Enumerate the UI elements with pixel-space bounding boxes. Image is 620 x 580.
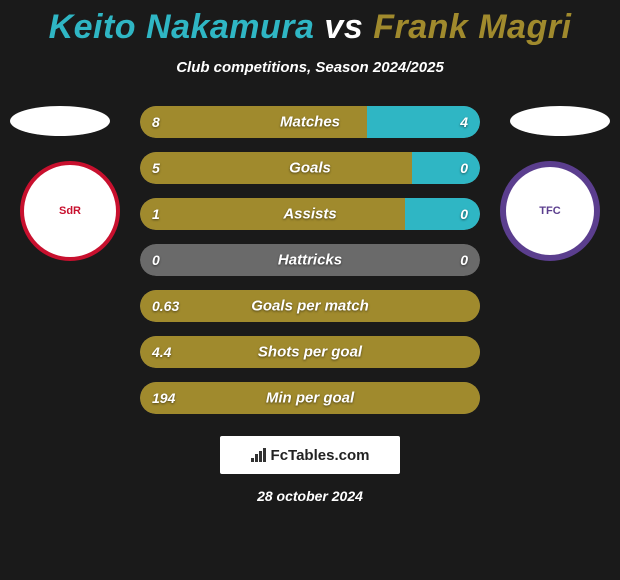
- stat-row: 194 Min per goal: [140, 382, 480, 414]
- stat-label: Assists: [283, 206, 336, 223]
- club-crest-right: TFC: [500, 161, 600, 261]
- title: Keito Nakamura vs Frank Magri: [0, 0, 620, 47]
- photo-placeholder-left: [10, 106, 110, 136]
- chart-icon: [251, 448, 267, 462]
- stat-value-right: 0: [460, 252, 468, 268]
- subtitle: Club competitions, Season 2024/2025: [0, 59, 620, 76]
- stat-label: Shots per goal: [258, 344, 362, 361]
- stat-label: Hattricks: [278, 252, 342, 269]
- stat-value-left: 0: [152, 252, 160, 268]
- footer-date: 28 october 2024: [0, 488, 620, 504]
- stat-value-right: 4: [460, 114, 468, 130]
- footer-brand-text: FcTables.com: [271, 447, 370, 464]
- stat-label: Matches: [280, 114, 340, 131]
- stat-row: 4.4 Shots per goal: [140, 336, 480, 368]
- crest-left-label: SdR: [59, 205, 81, 217]
- stat-label: Goals per match: [251, 298, 369, 315]
- content-area: SdR TFC 8 4 Matches 5 0 Goals 1 0 Assists 0 0 Hattr…: [0, 106, 620, 414]
- stat-value-left: 5: [152, 160, 160, 176]
- stat-value-left: 4.4: [152, 344, 171, 360]
- bar-fill-right: [412, 152, 480, 184]
- stat-label: Min per goal: [266, 390, 354, 407]
- stat-value-left: 1: [152, 206, 160, 222]
- club-crest-left: SdR: [20, 161, 120, 261]
- stat-value-right: 0: [460, 160, 468, 176]
- stat-value-left: 194: [152, 390, 175, 406]
- stat-row: 0 0 Hattricks: [140, 244, 480, 276]
- bar-fill-left: [140, 152, 412, 184]
- vs-text: vs: [324, 8, 363, 46]
- photo-placeholder-right: [510, 106, 610, 136]
- stat-value-right: 0: [460, 206, 468, 222]
- stat-row: 8 4 Matches: [140, 106, 480, 138]
- stat-row: 1 0 Assists: [140, 198, 480, 230]
- player1-name: Keito Nakamura: [49, 8, 315, 46]
- stat-row: 0.63 Goals per match: [140, 290, 480, 322]
- crest-right-label: TFC: [539, 205, 560, 217]
- player2-name: Frank Magri: [373, 8, 571, 46]
- stat-value-left: 8: [152, 114, 160, 130]
- stat-value-left: 0.63: [152, 298, 179, 314]
- footer-brand: FcTables.com: [220, 436, 400, 474]
- stat-row: 5 0 Goals: [140, 152, 480, 184]
- bar-fill-left: [140, 198, 405, 230]
- stat-label: Goals: [289, 160, 331, 177]
- bar-fill-right: [405, 198, 480, 230]
- stats-bars: 8 4 Matches 5 0 Goals 1 0 Assists 0 0 Hattricks 0.63…: [140, 106, 480, 414]
